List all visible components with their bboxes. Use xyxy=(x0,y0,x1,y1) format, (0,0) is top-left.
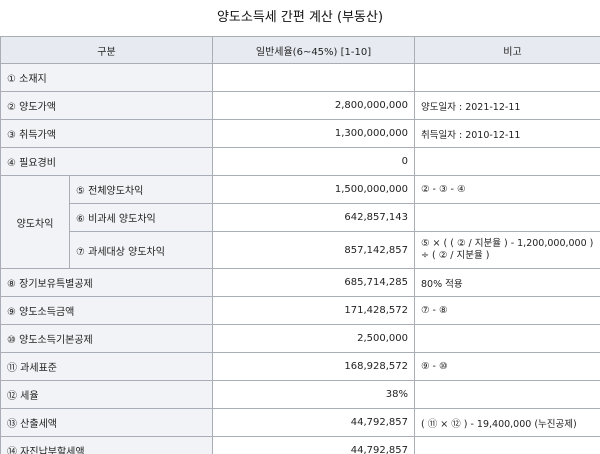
row-label: ⑫ 세율 xyxy=(0,380,213,409)
row-note-line-2: ÷ ( ② / 지분율 ) xyxy=(421,250,490,261)
table-row: ⑪ 과세표준 168,928,572 ⑨ - ⑩ xyxy=(0,352,600,381)
row-note: 양도일자 : 2021-12-11 xyxy=(414,91,600,120)
row-note-line-1: ⑤ × ( ( ② / 지분율 ) - 1,200,000,000 ) xyxy=(421,238,594,249)
table-row: ⑧ 장기보유특별공제 685,714,285 80% 적용 xyxy=(0,268,600,297)
row-value: 44,792,857 xyxy=(212,408,415,437)
table-row: ⑫ 세율 38% xyxy=(0,380,600,409)
row-value: 685,714,285 xyxy=(212,268,415,297)
row-label: ⑧ 장기보유특별공제 xyxy=(0,268,213,297)
row-label: ⑩ 양도소득기본공제 xyxy=(0,324,213,353)
row-label: ⑭ 자진납부할세액 xyxy=(0,436,213,454)
page-title: 양도소득세 간편 계산 (부동산) xyxy=(216,10,384,25)
table-row: ⑭ 자진납부할세액 44,792,857 xyxy=(0,436,600,454)
row-note: 취득일자 : 2010-12-11 xyxy=(414,119,600,148)
row-label: ② 양도가액 xyxy=(0,91,213,120)
row-value xyxy=(212,63,415,92)
row-note: 80% 적용 xyxy=(414,268,600,297)
row-note: ⑤ × ( ( ② / 지분율 ) - 1,200,000,000 ) ÷ ( … xyxy=(414,231,600,269)
row-note: ( ⑪ × ⑫ ) - 19,400,000 (누진공제) xyxy=(414,408,600,437)
table-header-row: 구분 일반세율(6~45%) [1-10] 비고 xyxy=(0,36,600,64)
table-row: ④ 필요경비 0 xyxy=(0,147,600,176)
row-value: 44,792,857 xyxy=(212,436,415,454)
row-value: 168,928,572 xyxy=(212,352,415,381)
row-value: 38% xyxy=(212,380,415,409)
row-note xyxy=(414,436,600,454)
row-value: 2,500,000 xyxy=(212,324,415,353)
row-label: ③ 취득가액 xyxy=(0,119,213,148)
table-row: 양도차익 ⑤ 전체양도차익 1,500,000,000 ② - ③ - ④ xyxy=(0,175,600,269)
header-note: 비고 xyxy=(414,36,600,64)
table-row: ⑬ 산출세액 44,792,857 ( ⑪ × ⑫ ) - 19,400,000… xyxy=(0,408,600,437)
row-note xyxy=(414,380,600,409)
row-value: 0 xyxy=(212,147,415,176)
calculation-table: 구분 일반세율(6~45%) [1-10] 비고 ① 소재지 ② 양도가액 2,… xyxy=(0,36,600,454)
row-value: 171,428,572 xyxy=(212,296,415,325)
row-note xyxy=(414,203,600,232)
row-label: ⑦ 과세대상 양도차익 xyxy=(69,231,213,269)
table-row: ② 양도가액 2,800,000,000 양도일자 : 2021-12-11 xyxy=(0,91,600,120)
table-row: ⑦ 과세대상 양도차익 857,142,857 ⑤ × ( ( ② / 지분율 … xyxy=(1,231,600,269)
header-value: 일반세율(6~45%) [1-10] xyxy=(212,36,415,64)
group-label-capital-gain: 양도차익 xyxy=(0,175,70,269)
row-note: ⑦ - ⑧ xyxy=(414,296,600,325)
row-label: ⑬ 산출세액 xyxy=(0,408,213,437)
table-row: ③ 취득가액 1,300,000,000 취득일자 : 2010-12-11 xyxy=(0,119,600,148)
row-note: ② - ③ - ④ xyxy=(414,175,600,204)
row-label: ① 소재지 xyxy=(0,63,213,92)
row-value: 2,800,000,000 xyxy=(212,91,415,120)
row-note xyxy=(414,147,600,176)
row-value: 1,500,000,000 xyxy=(212,175,415,204)
row-label: ④ 필요경비 xyxy=(0,147,213,176)
row-label: ⑪ 과세표준 xyxy=(0,352,213,381)
row-value: 857,142,857 xyxy=(212,231,415,269)
row-value: 1,300,000,000 xyxy=(212,119,415,148)
row-note: ⑨ - ⑩ xyxy=(414,352,600,381)
header-category: 구분 xyxy=(0,36,213,64)
row-note xyxy=(414,63,600,92)
row-label: ⑤ 전체양도차익 xyxy=(69,175,213,204)
row-value: 642,857,143 xyxy=(212,203,415,232)
row-note xyxy=(414,324,600,353)
table-row: ⑨ 양도소득금액 171,428,572 ⑦ - ⑧ xyxy=(0,296,600,325)
table-row: ① 소재지 xyxy=(0,63,600,92)
row-label: ⑥ 비과세 양도차익 xyxy=(69,203,213,232)
table-row: ⑥ 비과세 양도차익 642,857,143 xyxy=(1,203,600,232)
table-row: ⑩ 양도소득기본공제 2,500,000 xyxy=(0,324,600,353)
row-label: ⑨ 양도소득금액 xyxy=(0,296,213,325)
